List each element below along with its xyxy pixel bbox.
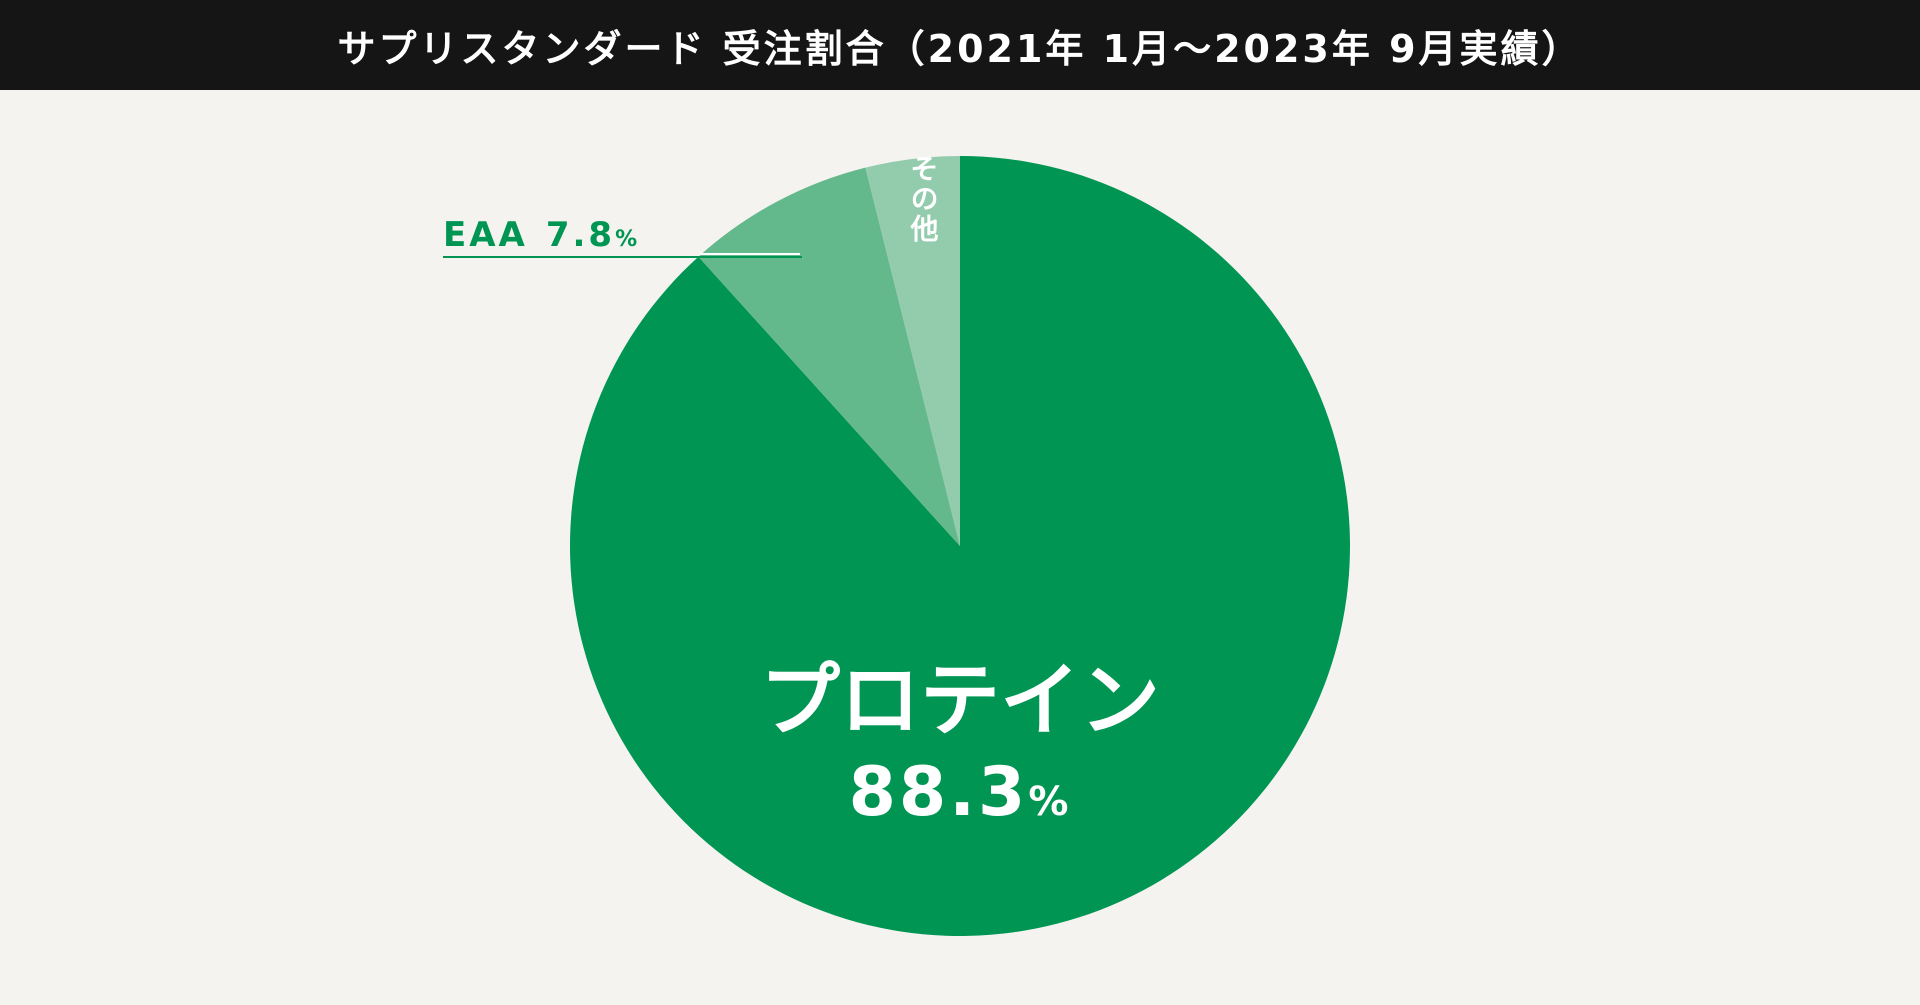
eaa-value: 7.8 [546,215,615,255]
protein-value-text: 88.3% [849,753,1072,832]
protein-unit: % [1028,779,1071,825]
protein-value: 88.3 [849,753,1029,832]
eaa-unit: % [615,227,640,252]
eaa-label: EAA [443,215,528,255]
protein-label: プロテイン [760,654,1160,747]
pie-slice-other [865,156,960,546]
title-bar: サプリスタンダード 受注割合（2021年 1月～2023年 9月実績） [0,0,1920,90]
pie-slices [570,156,1351,937]
eaa-label-text: EAA 7.8% [443,215,640,255]
eaa-callout: EAA 7.8% [443,215,802,258]
other-label: その他 [907,154,940,244]
pie-slice-eaa [698,167,960,546]
pie-slice-protein [570,156,1351,937]
chart-title: サプリスタンダード 受注割合（2021年 1月～2023年 9月実績） [337,26,1583,71]
